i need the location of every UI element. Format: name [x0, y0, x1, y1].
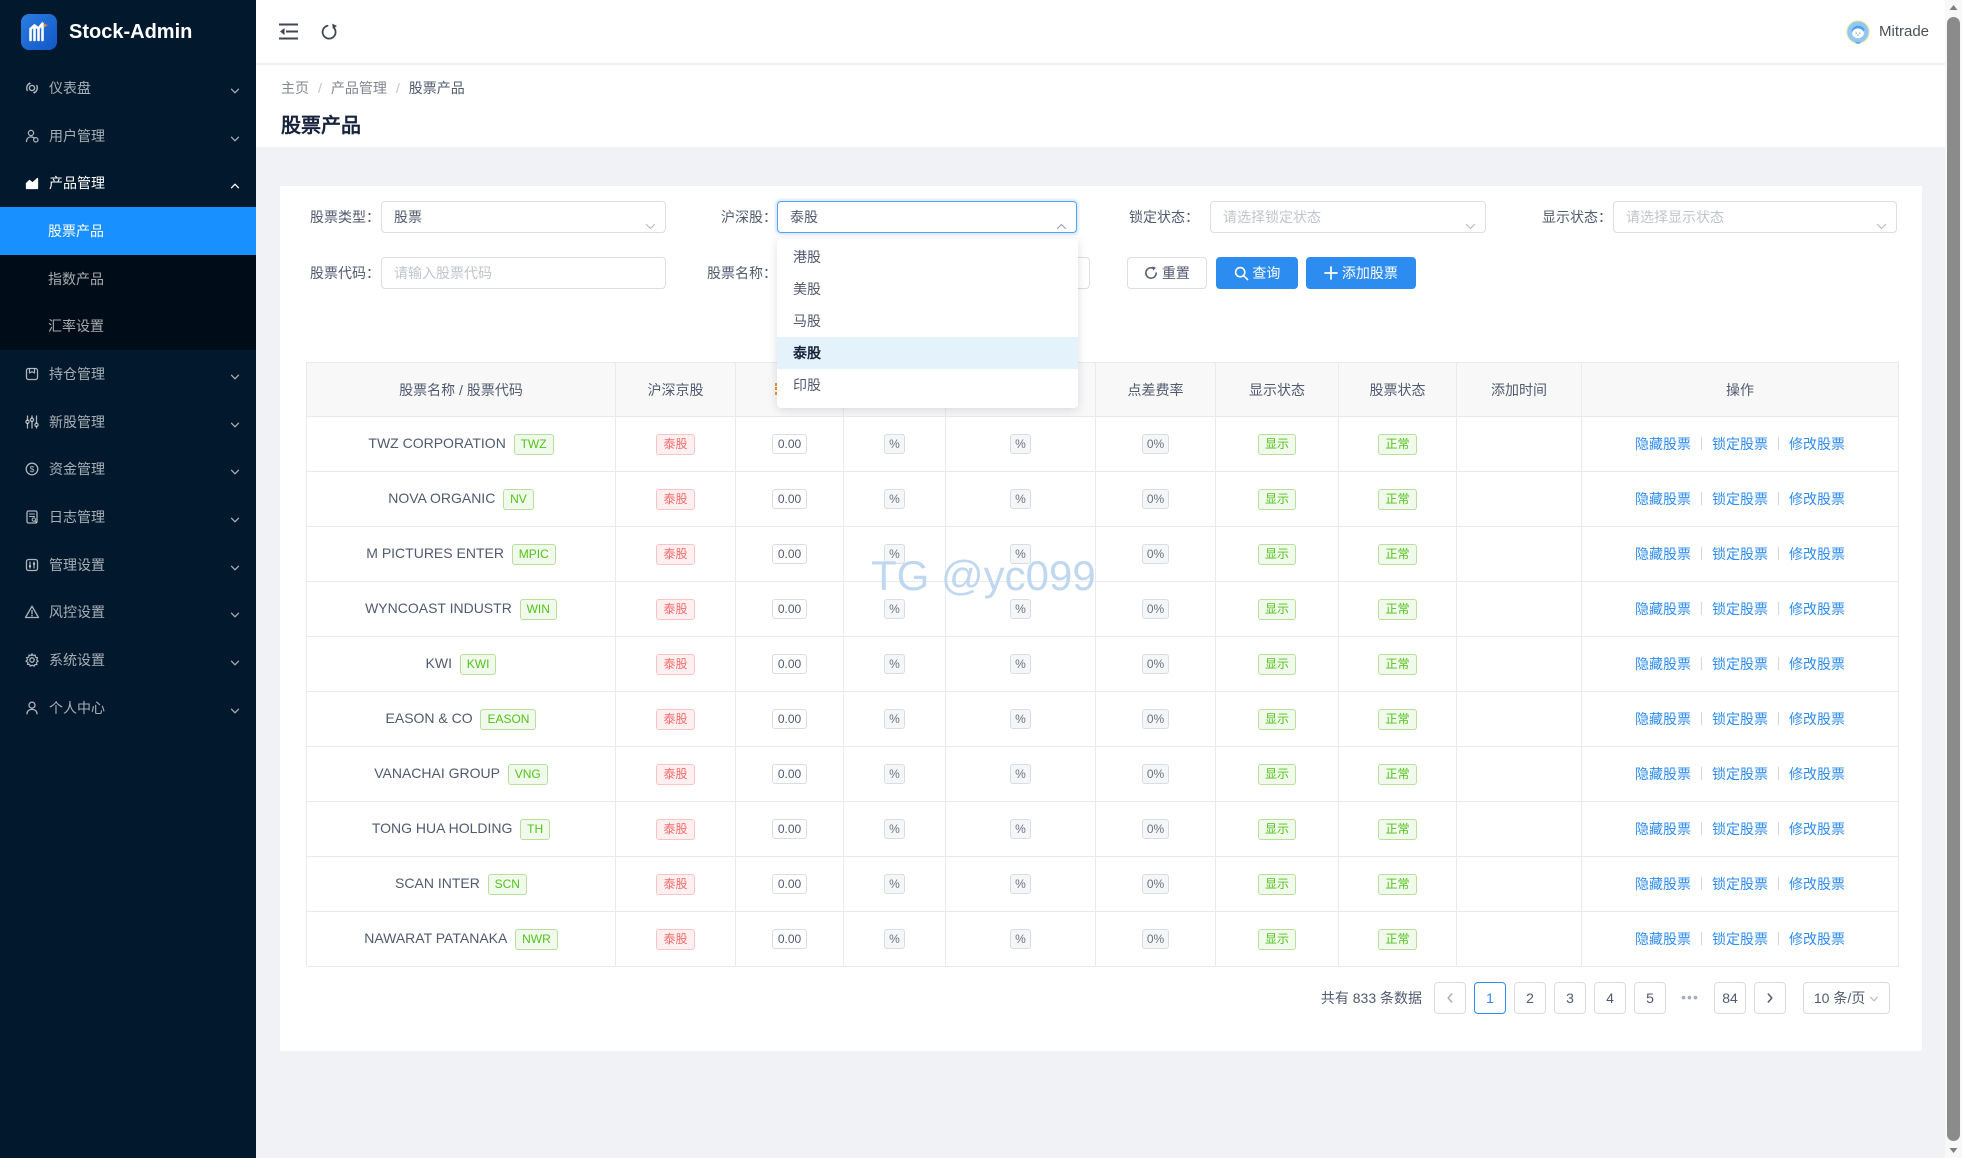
svg-text:$: $	[30, 464, 35, 474]
